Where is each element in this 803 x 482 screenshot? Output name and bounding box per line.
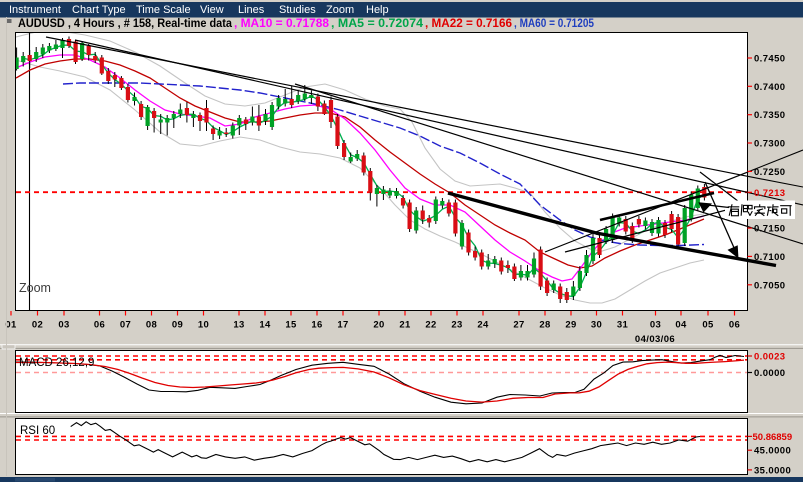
- svg-text:27: 27: [513, 320, 524, 331]
- svg-text:0.7213: 0.7213: [754, 188, 785, 199]
- svg-text:0.7450: 0.7450: [754, 54, 785, 65]
- svg-text:45.0000: 45.0000: [754, 446, 791, 457]
- svg-text:0.7300: 0.7300: [754, 139, 785, 150]
- svg-text:0.0023: 0.0023: [754, 352, 785, 363]
- svg-text:Instrument: Instrument: [9, 4, 61, 16]
- svg-text:MACD 26,12,9: MACD 26,12,9: [19, 357, 94, 369]
- svg-text:0.7350: 0.7350: [754, 110, 785, 121]
- svg-text:Studies: Studies: [279, 4, 316, 16]
- svg-text:02: 02: [32, 320, 43, 331]
- svg-text:21: 21: [399, 320, 411, 331]
- svg-text:16: 16: [311, 320, 322, 331]
- svg-text:06: 06: [729, 320, 740, 331]
- svg-text:Lines: Lines: [238, 4, 265, 16]
- svg-text:03: 03: [650, 320, 661, 331]
- svg-text:06: 06: [94, 320, 105, 331]
- svg-text:14: 14: [259, 320, 271, 331]
- svg-text:31: 31: [617, 320, 629, 331]
- svg-text:Help: Help: [366, 4, 389, 16]
- svg-text:0.7250: 0.7250: [754, 167, 785, 178]
- svg-text:0.0000: 0.0000: [754, 368, 785, 379]
- svg-text:03: 03: [58, 320, 69, 331]
- svg-text:29: 29: [565, 320, 576, 331]
- svg-text:20: 20: [373, 320, 384, 331]
- svg-text:0.7400: 0.7400: [754, 82, 785, 93]
- svg-text:09: 09: [172, 320, 183, 331]
- svg-text:05: 05: [702, 320, 714, 331]
- svg-text:0.7050: 0.7050: [754, 280, 785, 291]
- svg-text:17: 17: [337, 320, 348, 331]
- svg-text:0.7100: 0.7100: [754, 252, 785, 263]
- svg-text:04/03/06: 04/03/06: [635, 334, 675, 345]
- svg-text:RSI 60: RSI 60: [20, 425, 55, 437]
- svg-text:15: 15: [285, 320, 297, 331]
- svg-text:08: 08: [146, 320, 157, 331]
- svg-text:Zoom: Zoom: [19, 281, 51, 295]
- svg-text:24: 24: [477, 320, 489, 331]
- svg-text:13: 13: [233, 320, 244, 331]
- svg-text:50.86859: 50.86859: [753, 432, 793, 443]
- svg-text:Time Scale: Time Scale: [136, 4, 191, 16]
- svg-text:View: View: [200, 4, 224, 16]
- svg-text:0.7150: 0.7150: [754, 224, 785, 235]
- svg-text:04: 04: [675, 320, 687, 331]
- svg-text:Chart Type: Chart Type: [72, 4, 126, 16]
- svg-text:01: 01: [5, 320, 17, 331]
- svg-text:AUDUSD , 4 Hours , # 158, Real: AUDUSD , 4 Hours , # 158, Real-time data…: [18, 18, 595, 30]
- svg-text:28: 28: [539, 320, 550, 331]
- svg-text:07: 07: [120, 320, 131, 331]
- svg-text:22: 22: [425, 320, 436, 331]
- svg-text:23: 23: [451, 320, 462, 331]
- svg-text:Zoom: Zoom: [326, 4, 354, 16]
- svg-text:10: 10: [198, 320, 209, 331]
- svg-text:35.0000: 35.0000: [754, 465, 791, 476]
- svg-text:30: 30: [591, 320, 602, 331]
